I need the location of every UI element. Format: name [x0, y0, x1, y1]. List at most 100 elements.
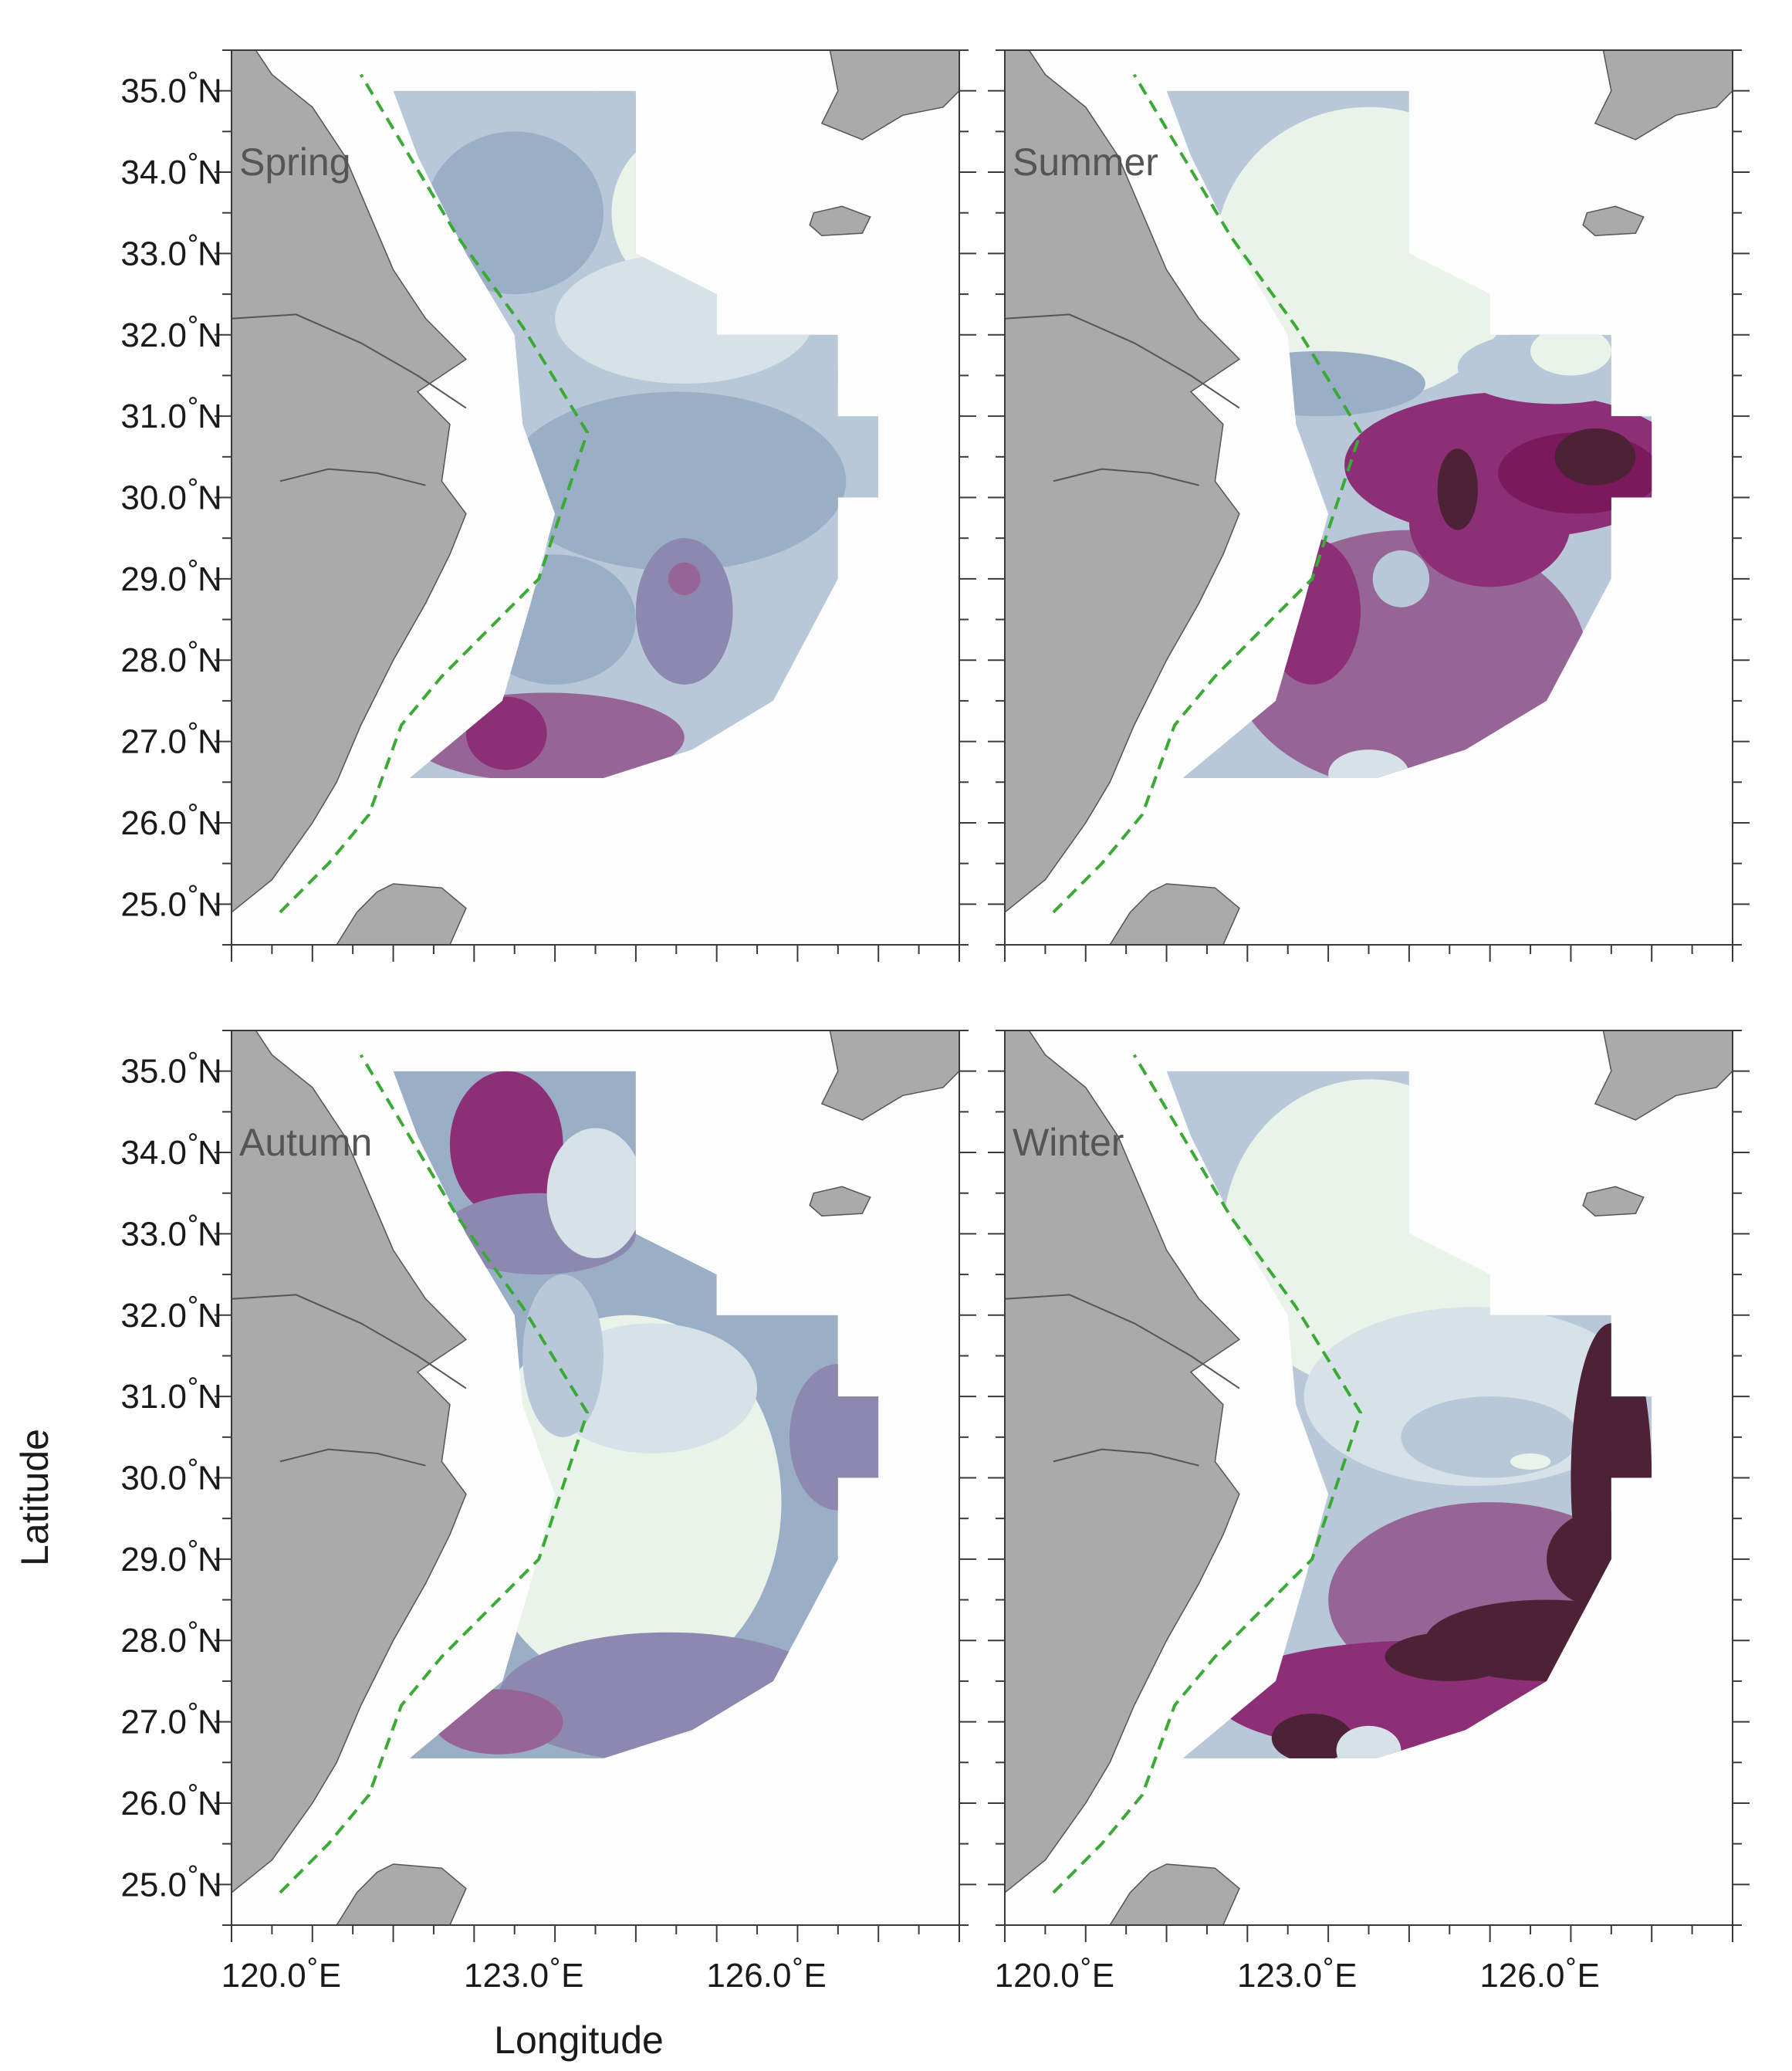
lat-tick-label: 35.0	[120, 1053, 187, 1091]
degree-symbol	[189, 722, 197, 730]
field-patch	[1336, 1725, 1401, 1758]
field-patch	[1372, 550, 1430, 607]
lat-hemisphere: N	[198, 73, 222, 110]
lat-tick-label: 31.0	[120, 1378, 187, 1416]
degree-symbol	[189, 1458, 197, 1467]
panel-summer: Summer	[988, 49, 1750, 962]
lat-tick-label: 32.0	[120, 316, 187, 354]
degree-symbol	[1081, 1958, 1090, 1965]
field-patch	[506, 391, 847, 571]
lat-tick-label: 26.0	[120, 1785, 187, 1822]
degree-symbol	[189, 1051, 197, 1060]
lat-tick-label: 32.0	[120, 1297, 187, 1335]
field-patch	[1271, 1714, 1353, 1758]
field-patch	[1554, 428, 1636, 486]
lat-hemisphere: N	[198, 723, 222, 761]
lat-tick-label: 30.0	[120, 479, 187, 517]
degree-symbol	[189, 153, 197, 161]
lon-hemisphere: E	[803, 1957, 826, 1995]
qiantang-river	[279, 468, 426, 486]
lat-hemisphere: N	[198, 641, 222, 679]
lat-tick-label: 29.0	[120, 1541, 187, 1579]
lat-hemisphere: N	[198, 1704, 222, 1741]
lat-tick-label: 33.0	[120, 235, 187, 272]
lat-hemisphere: N	[198, 885, 222, 923]
lat-tick-label: 29.0	[120, 560, 187, 598]
field-patch	[1437, 448, 1478, 530]
lat-hemisphere: N	[198, 1866, 222, 1903]
lon-tick-label: 123.0	[464, 1957, 549, 1995]
degree-symbol	[189, 885, 197, 893]
yangtze-river	[1004, 313, 1240, 409]
field-patch	[789, 1363, 879, 1511]
lat-hemisphere: N	[198, 1460, 222, 1497]
yangtze-river	[231, 1294, 467, 1389]
china-coast	[1004, 1030, 1241, 1894]
qiantang-river	[279, 1448, 426, 1467]
lat-tick-label: 26.0	[120, 804, 187, 842]
panel-autumn: Autumn 35.0 N 34.0 N 33.0 N 32.0 N 31.0 N 30.0 N 29.0…	[120, 1030, 976, 1995]
degree-symbol	[1567, 1958, 1575, 1965]
lon-tick-label: 126.0	[1479, 1957, 1564, 1995]
field-patch	[635, 538, 733, 685]
concentration-field	[1134, 1071, 1652, 1758]
lat-tick-label: 25.0	[120, 885, 187, 923]
lat-tick-label: 33.0	[120, 1215, 187, 1253]
qiantang-river	[1053, 1448, 1199, 1467]
degree-symbol	[189, 234, 197, 242]
degree-symbol	[189, 1539, 197, 1548]
degree-symbol	[189, 641, 197, 649]
china-coast	[231, 49, 468, 914]
field-patch	[546, 1128, 644, 1259]
field-patch	[1401, 1396, 1579, 1478]
degree-symbol	[793, 1958, 802, 1965]
degree-symbol	[308, 1958, 316, 1965]
degree-symbol	[189, 1133, 197, 1142]
season-label: Autumn	[239, 1121, 372, 1164]
lat-tick-label: 28.0	[120, 641, 187, 679]
yangtze-river	[231, 313, 467, 409]
china-coast	[1004, 49, 1241, 914]
lat-tick-label: 34.0	[120, 154, 187, 191]
lat-tick-label: 35.0	[120, 73, 187, 110]
panel-spring: Spring 35.0 N 34.0 N 33.0 N 32.0 N 31.0 N 30.0 N 29.0…	[120, 49, 976, 962]
lon-tick-label: 123.0	[1237, 1957, 1322, 1995]
jeju-island	[809, 1186, 871, 1217]
degree-symbol	[189, 478, 197, 486]
field-patch	[1510, 1453, 1551, 1470]
lat-tick-label: 27.0	[120, 723, 187, 761]
lon-tick-label: 120.0	[221, 1957, 306, 1995]
degree-symbol	[189, 1214, 197, 1223]
jeju-island	[809, 205, 871, 236]
concentration-field	[360, 1071, 879, 1758]
field-patch	[449, 1071, 563, 1218]
lat-hemisphere: N	[198, 560, 222, 598]
qiantang-river	[1053, 468, 1199, 486]
season-label: Winter	[1013, 1121, 1124, 1164]
degree-symbol	[551, 1958, 560, 1965]
lon-hemisphere: E	[561, 1957, 583, 1995]
lon-hemisphere: E	[319, 1957, 341, 1995]
degree-symbol	[189, 1702, 197, 1711]
field-patch	[465, 696, 547, 770]
lat-hemisphere: N	[198, 316, 222, 354]
china-coast	[231, 1030, 468, 1894]
field-patch	[1385, 1632, 1515, 1681]
lat-hemisphere: N	[198, 154, 222, 191]
lat-hemisphere: N	[198, 804, 222, 842]
season-label: Summer	[1013, 140, 1158, 184]
isobath-front-line	[1052, 73, 1363, 914]
degree-symbol	[189, 803, 197, 811]
lat-tick-label: 25.0	[120, 1866, 187, 1903]
lat-hemisphere: N	[198, 1541, 222, 1579]
lat-hemisphere: N	[198, 1134, 222, 1172]
field-patch	[668, 562, 701, 595]
lat-hemisphere: N	[198, 1053, 222, 1091]
field-patch	[1328, 750, 1409, 778]
lat-hemisphere: N	[198, 1297, 222, 1335]
lat-hemisphere: N	[198, 1215, 222, 1253]
isobath-front-line	[279, 73, 590, 914]
degree-symbol	[189, 1621, 197, 1629]
lon-hemisphere: E	[1577, 1957, 1599, 1995]
field-patch	[425, 131, 604, 295]
